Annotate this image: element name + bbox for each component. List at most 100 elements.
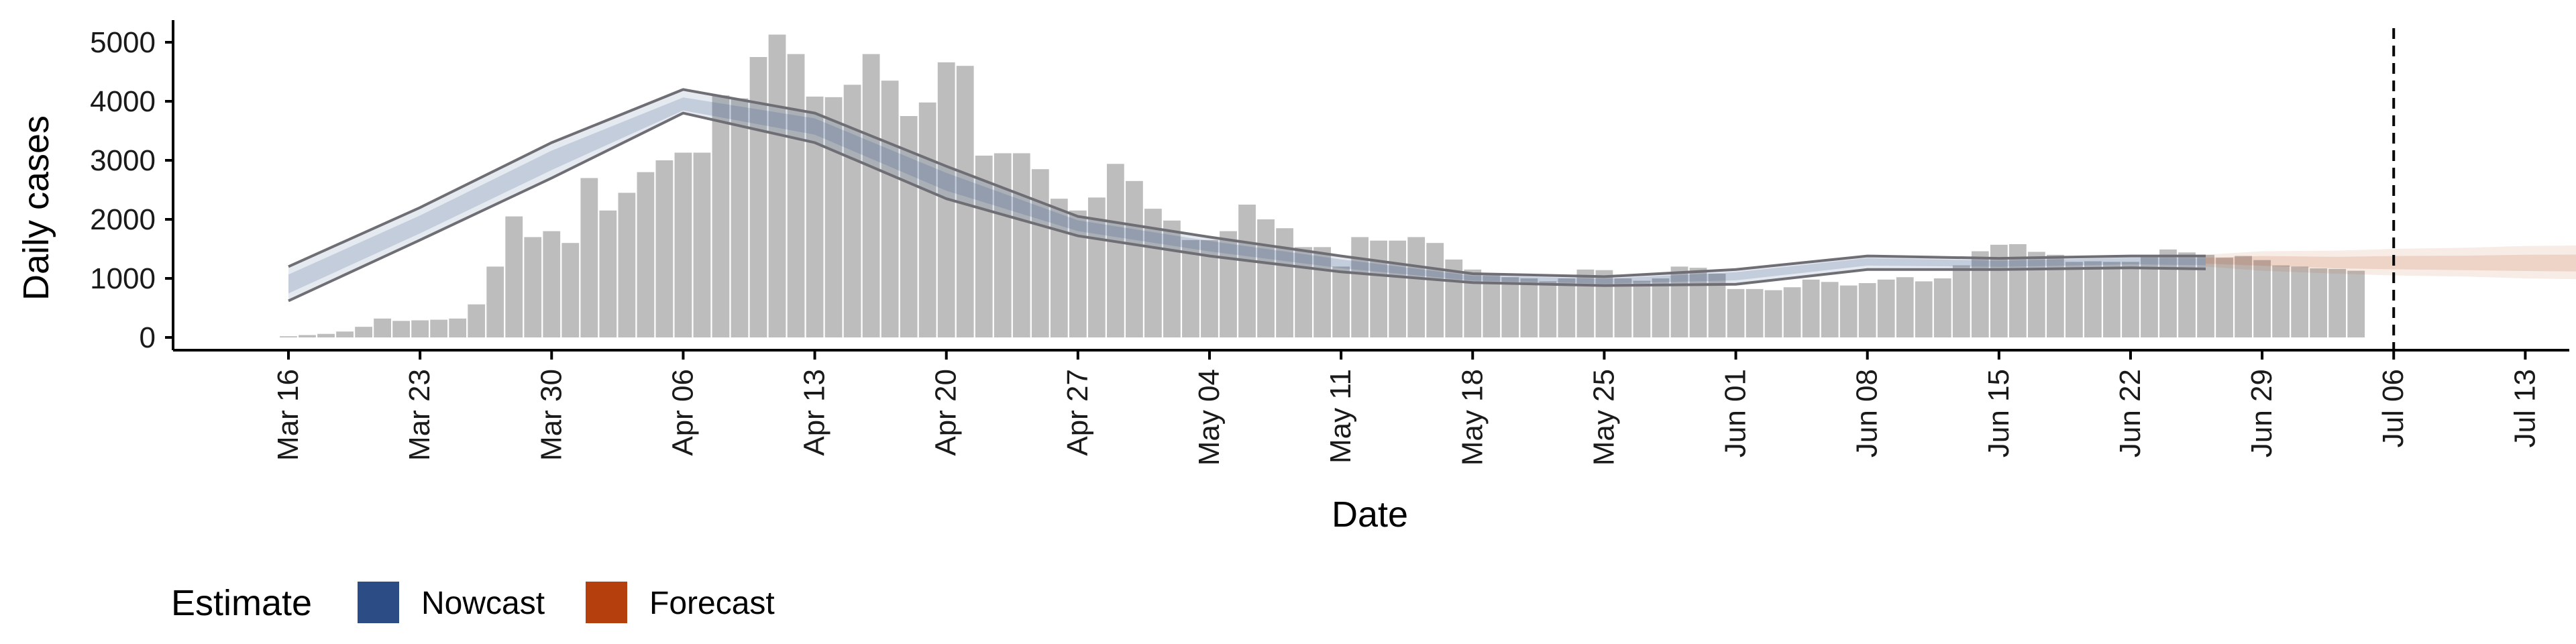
bar — [618, 193, 636, 337]
bar — [1633, 280, 1651, 337]
bar — [1332, 266, 1350, 337]
bar — [1389, 240, 1407, 337]
x-tick-label: Apr 27 — [1061, 369, 1094, 456]
bar — [1839, 285, 1858, 337]
bar — [2253, 260, 2271, 337]
legend-label-forecast: Forecast — [649, 586, 775, 621]
bar — [1501, 277, 1519, 337]
bar — [881, 80, 899, 337]
bar — [1276, 228, 1293, 337]
y-tick-label: 4000 — [90, 85, 156, 118]
bar — [2141, 256, 2158, 337]
bar — [1877, 279, 1895, 337]
y-tick-label: 5000 — [90, 26, 156, 59]
bar — [1971, 251, 1989, 337]
nowcast-outer-ribbon — [288, 89, 2206, 301]
bar — [2216, 258, 2233, 337]
bar — [505, 216, 523, 337]
legend: Estimate Nowcast Forecast — [171, 582, 775, 623]
bar — [1295, 247, 1312, 337]
y-tick-label: 3000 — [90, 144, 156, 177]
x-tick-label: Apr 06 — [666, 369, 699, 456]
bar — [1407, 237, 1426, 337]
x-tick-label: Jun 15 — [1982, 369, 2015, 458]
bar — [486, 266, 504, 337]
nowcast-inner-ribbon — [288, 97, 2206, 294]
bar — [2310, 268, 2328, 337]
bar — [411, 320, 429, 337]
bar — [1182, 239, 1199, 337]
bar — [1952, 265, 1970, 337]
bar — [468, 304, 486, 337]
bar — [2159, 249, 2177, 337]
x-tick-label: Jun 22 — [2114, 369, 2147, 458]
bar — [787, 54, 805, 337]
bar — [2065, 262, 2083, 337]
bar — [1539, 281, 1557, 337]
x-tick-label: May 18 — [1456, 369, 1489, 466]
bar — [1746, 288, 1764, 337]
bar — [449, 318, 467, 337]
bar — [317, 333, 335, 337]
bar — [1351, 237, 1369, 337]
bar — [1915, 281, 1933, 337]
bar — [1238, 205, 1256, 337]
bar — [843, 85, 861, 338]
bar — [2008, 244, 2027, 337]
bar — [1163, 220, 1181, 337]
bar — [1727, 288, 1745, 337]
bar — [580, 178, 598, 337]
bar — [1821, 282, 1839, 337]
x-tick-label: Jul 13 — [2508, 369, 2541, 447]
bar — [693, 152, 711, 337]
x-tick-label: Jun 29 — [2245, 369, 2278, 458]
legend-title: Estimate — [171, 583, 312, 623]
x-tick-label: Apr 20 — [930, 369, 963, 456]
bar — [2347, 270, 2365, 337]
bar — [280, 336, 297, 337]
x-tick-label: Mar 16 — [272, 369, 305, 461]
bar — [824, 97, 843, 337]
forecast-outer-ribbon — [2206, 245, 2576, 280]
bar — [336, 331, 354, 337]
legend-swatch-forecast — [586, 582, 627, 623]
bar — [2291, 266, 2309, 337]
bar — [1802, 279, 1820, 337]
bar — [1933, 278, 1951, 337]
x-tick-label: Apr 13 — [798, 369, 831, 456]
bar — [1106, 164, 1124, 337]
estimate-ribbons — [288, 89, 2576, 301]
forecast-inner-ribbon — [2206, 254, 2576, 272]
bar — [1783, 287, 1801, 337]
bar — [2328, 268, 2347, 337]
bar — [1896, 277, 1914, 337]
bar — [1614, 278, 1632, 337]
legend-label-nowcast: Nowcast — [421, 586, 545, 621]
bar — [1483, 275, 1501, 337]
bar — [1313, 247, 1331, 337]
bar — [1012, 153, 1030, 337]
bar — [1689, 268, 1707, 337]
bar — [543, 231, 561, 337]
bar — [2178, 252, 2196, 337]
bar — [299, 335, 316, 337]
bar — [2235, 256, 2252, 337]
bar — [2103, 262, 2121, 337]
bar — [1220, 231, 1237, 337]
bar — [1576, 269, 1595, 337]
bar — [524, 237, 542, 337]
bar — [1764, 290, 1782, 337]
bar — [355, 327, 372, 337]
bar — [1426, 243, 1444, 337]
bar — [637, 172, 655, 337]
bar — [1050, 199, 1068, 337]
x-tick-label: May 04 — [1193, 369, 1226, 466]
bar — [731, 98, 749, 337]
bar — [2084, 261, 2102, 337]
bar — [2122, 262, 2139, 337]
x-tick-label: May 25 — [1587, 369, 1620, 466]
y-tick-label: 1000 — [90, 262, 156, 295]
bar — [561, 243, 580, 337]
y-tick-label: 0 — [140, 321, 156, 354]
